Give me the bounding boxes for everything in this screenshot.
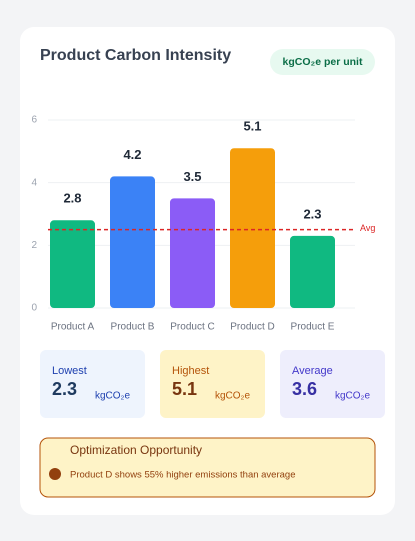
stat-value: 2.3	[52, 379, 77, 399]
insight-title: Optimization Opportunity	[70, 443, 202, 457]
stat-card	[280, 350, 385, 418]
stat-label: Highest	[172, 365, 209, 377]
stat-value: 5.1	[172, 379, 197, 399]
bar	[170, 198, 215, 308]
value-label: 2.8	[63, 191, 81, 206]
stat-unit: kgCO₂e	[215, 391, 250, 402]
stat-card	[160, 350, 265, 418]
stat-unit: kgCO₂e	[95, 391, 130, 402]
stat-value: 3.6	[292, 379, 317, 399]
reference-label: Avg	[360, 223, 375, 233]
x-tick-label: Product A	[51, 322, 95, 333]
stat-unit: kgCO₂e	[335, 391, 370, 402]
stat-card	[40, 350, 145, 418]
x-tick-label: Product E	[291, 322, 335, 333]
y-tick-label: 0	[31, 303, 37, 314]
y-tick-label: 6	[31, 115, 37, 126]
value-label: 2.3	[303, 206, 321, 221]
stat-label: Average	[292, 365, 333, 377]
value-label: 5.1	[243, 119, 261, 134]
chart-title: Product Carbon Intensity	[40, 47, 231, 64]
value-label: 3.5	[183, 169, 201, 184]
x-tick-label: Product B	[111, 322, 155, 333]
unit-badge-text: kgCO₂e per unit	[283, 56, 363, 68]
bar	[230, 148, 275, 308]
x-tick-label: Product D	[230, 322, 274, 333]
insight-dot	[49, 468, 61, 480]
bar	[50, 220, 95, 308]
y-tick-label: 4	[31, 177, 37, 188]
stat-label: Lowest	[52, 365, 87, 377]
stats: Lowest 2.3 kgCO₂e Highest 5.1 kgCO₂e Average 3.…	[40, 350, 385, 418]
value-label: 4.2	[123, 147, 141, 162]
bar	[110, 176, 155, 308]
unit-badge	[270, 49, 375, 75]
insight-box	[39, 437, 376, 498]
x-tick-label: Product C	[170, 322, 214, 333]
y-tick-label: 2	[31, 240, 37, 251]
bar	[290, 235, 335, 308]
insight-text: Product D shows 55% higher emissions tha…	[70, 470, 295, 481]
plot: 0 2 4 6 Product A 2.8 Product B 4.2 Product C 3.5…	[31, 115, 375, 333]
